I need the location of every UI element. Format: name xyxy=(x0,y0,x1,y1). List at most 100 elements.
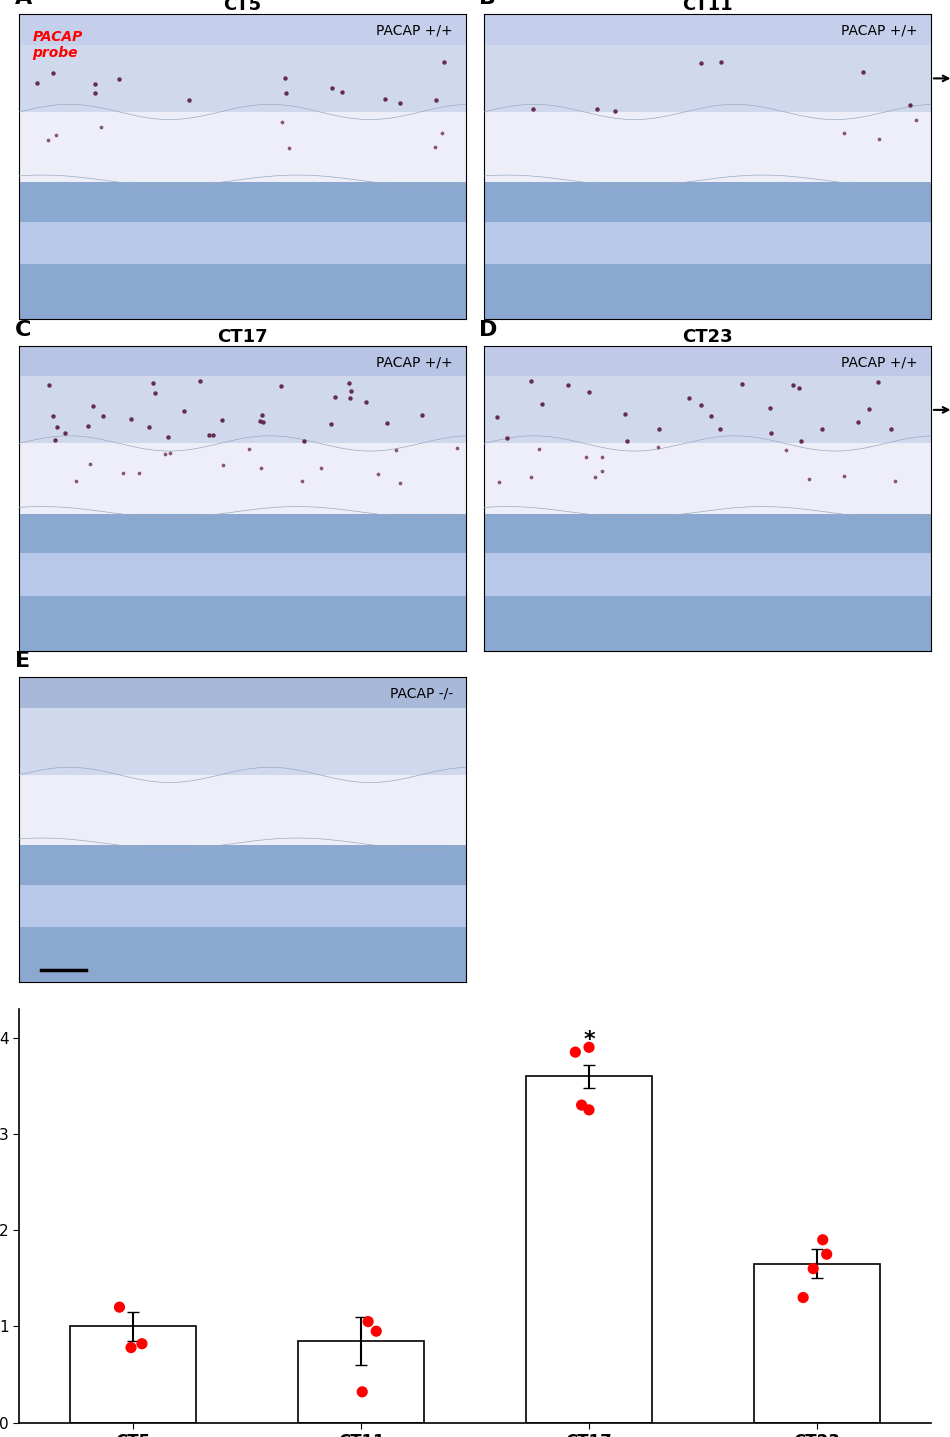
Point xyxy=(908,108,923,131)
Bar xyxy=(484,45,931,112)
Bar xyxy=(484,376,931,444)
Point xyxy=(275,111,290,134)
Point xyxy=(595,460,610,483)
Point xyxy=(428,89,444,112)
Point xyxy=(87,82,103,105)
Bar xyxy=(19,444,466,513)
Text: PACAP -/-: PACAP -/- xyxy=(390,687,452,700)
Point xyxy=(815,418,830,441)
Point xyxy=(314,456,329,479)
Text: B: B xyxy=(480,0,497,9)
Point xyxy=(48,124,64,147)
Point xyxy=(793,430,808,453)
Point xyxy=(328,385,343,408)
Point xyxy=(112,1296,127,1319)
Point xyxy=(48,428,63,451)
Point xyxy=(568,1040,583,1063)
Point xyxy=(523,466,539,489)
Point xyxy=(215,454,230,477)
Point xyxy=(358,391,373,414)
Bar xyxy=(484,221,931,264)
Point xyxy=(415,404,430,427)
Point xyxy=(619,430,635,453)
Point xyxy=(361,1311,376,1334)
Point xyxy=(392,471,408,494)
Point xyxy=(449,437,465,460)
Point xyxy=(277,68,293,91)
Point xyxy=(595,445,610,468)
Point xyxy=(819,1243,834,1266)
Bar xyxy=(484,553,931,596)
Point xyxy=(147,382,162,405)
Point xyxy=(49,415,65,438)
Point xyxy=(161,425,176,448)
Text: *: * xyxy=(583,1030,595,1050)
Point xyxy=(815,1229,830,1252)
Point xyxy=(96,404,111,427)
Bar xyxy=(484,182,931,319)
Bar xyxy=(19,845,466,983)
Bar xyxy=(19,45,466,112)
Point xyxy=(83,453,98,476)
Bar xyxy=(526,1076,652,1423)
Point xyxy=(779,438,794,461)
Point xyxy=(871,128,886,151)
Point xyxy=(341,372,356,395)
Point xyxy=(491,470,506,493)
Title: CT23: CT23 xyxy=(682,328,732,346)
Point xyxy=(29,72,45,95)
Point xyxy=(68,470,84,493)
Point xyxy=(525,98,541,121)
Point xyxy=(581,1036,597,1059)
Title: CT5: CT5 xyxy=(223,0,261,14)
Point xyxy=(294,470,310,493)
Point xyxy=(192,369,207,392)
Bar xyxy=(19,775,466,845)
Point xyxy=(786,374,801,397)
Point xyxy=(862,398,877,421)
Point xyxy=(354,1381,370,1404)
Bar xyxy=(298,1341,424,1423)
Point xyxy=(735,374,751,397)
Point xyxy=(389,438,404,461)
Bar xyxy=(484,444,931,513)
Text: PACAP
probe: PACAP probe xyxy=(32,30,83,60)
Point xyxy=(58,421,73,444)
Point xyxy=(763,421,778,444)
Bar xyxy=(19,885,466,927)
Point xyxy=(795,1286,810,1309)
Point xyxy=(902,93,918,116)
Point xyxy=(870,371,885,394)
Point xyxy=(146,371,162,394)
Point xyxy=(435,122,450,145)
Point xyxy=(574,1094,589,1117)
Text: PACAP +/+: PACAP +/+ xyxy=(841,23,918,37)
Bar xyxy=(19,182,466,319)
Point xyxy=(377,88,392,111)
Point xyxy=(489,405,504,428)
Point xyxy=(253,410,268,433)
Text: A: A xyxy=(14,0,31,9)
Point xyxy=(40,129,55,152)
Bar xyxy=(19,221,466,264)
Point xyxy=(589,98,604,121)
Bar xyxy=(754,1265,880,1423)
Point xyxy=(850,411,865,434)
Point xyxy=(253,457,268,480)
Title: CT17: CT17 xyxy=(218,328,268,346)
Point xyxy=(887,470,902,493)
Point xyxy=(181,89,197,112)
Point xyxy=(141,415,156,438)
Point xyxy=(206,424,221,447)
Point xyxy=(281,137,296,160)
Point xyxy=(580,381,596,404)
Point xyxy=(534,392,549,415)
Point xyxy=(836,466,851,489)
Point xyxy=(334,80,350,103)
Point xyxy=(344,379,359,402)
Point xyxy=(201,424,217,447)
Point xyxy=(806,1257,821,1280)
Text: PACAP +/+: PACAP +/+ xyxy=(841,355,918,369)
Bar xyxy=(19,112,466,182)
Point xyxy=(392,92,408,115)
